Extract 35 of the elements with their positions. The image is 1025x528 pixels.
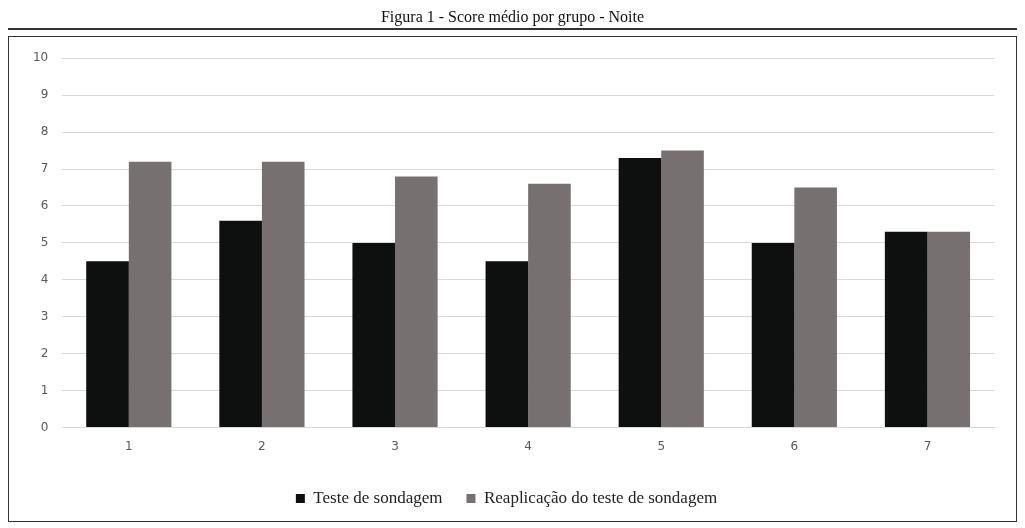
y-tick-label: 9 (40, 87, 49, 102)
y-tick-label: 0 (40, 419, 49, 434)
y-tick-label: 1 (40, 382, 49, 397)
bar (618, 157, 662, 428)
y-tick-label: 8 (40, 124, 49, 139)
bar (86, 261, 129, 428)
x-tick-label: 4 (524, 438, 532, 453)
bar (661, 150, 704, 428)
x-tick-label: 1 (125, 438, 133, 453)
x-tick-label: 7 (923, 438, 932, 453)
bar (927, 231, 971, 428)
bar (528, 183, 571, 428)
bar (352, 242, 396, 428)
x-tick-label: 3 (391, 438, 399, 453)
bar (219, 220, 262, 428)
bar (751, 242, 795, 428)
x-tick-label: 5 (657, 438, 666, 453)
bar (884, 231, 928, 428)
bar (485, 261, 529, 428)
y-tick-label: 3 (40, 308, 49, 323)
bar (261, 161, 305, 428)
legend-label: Teste de sondagem (313, 487, 443, 507)
legend-label: Reaplicação do teste de sondagem (483, 487, 718, 507)
bar (794, 187, 837, 428)
bar (128, 161, 172, 428)
y-tick-label: 7 (40, 161, 49, 176)
y-tick-label: 10 (32, 50, 49, 65)
y-tick-label: 6 (40, 198, 49, 213)
x-tick-label: 2 (258, 438, 266, 453)
chart-title: Figura 1 - Score médio por grupo - Noite (8, 8, 1017, 30)
y-tick-label: 4 (40, 271, 49, 286)
y-tick-label: 5 (40, 235, 49, 250)
bar (395, 176, 438, 428)
y-tick-label: 2 (40, 345, 49, 360)
x-tick-label: 6 (790, 438, 799, 453)
